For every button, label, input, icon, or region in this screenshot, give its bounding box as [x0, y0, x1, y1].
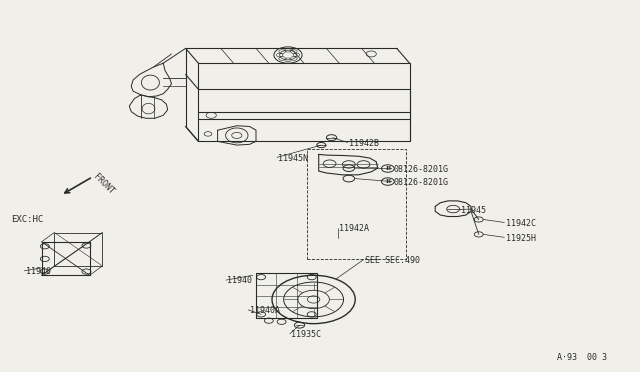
- Text: 11942B: 11942B: [349, 139, 379, 148]
- Text: A·93  00 3: A·93 00 3: [557, 353, 607, 362]
- Text: 11925H: 11925H: [506, 234, 536, 243]
- Text: 11945: 11945: [461, 206, 486, 215]
- Text: 11940A: 11940A: [250, 306, 280, 315]
- Text: SEE SEC.490: SEE SEC.490: [365, 256, 420, 265]
- Text: 11935C: 11935C: [291, 330, 321, 339]
- Text: 11942A: 11942A: [339, 224, 369, 233]
- Text: B: B: [385, 166, 390, 171]
- Text: EXC:HC: EXC:HC: [12, 215, 44, 224]
- Text: 11940: 11940: [227, 276, 252, 285]
- Text: 08126-8201G: 08126-8201G: [394, 165, 449, 174]
- Text: 08126-8201G: 08126-8201G: [394, 178, 449, 187]
- Bar: [307, 149, 406, 259]
- Text: 11942C: 11942C: [506, 219, 536, 228]
- Text: 11940: 11940: [26, 267, 51, 276]
- Text: 11945N: 11945N: [278, 154, 308, 163]
- Text: B: B: [385, 179, 390, 184]
- Text: FRONT: FRONT: [92, 171, 116, 196]
